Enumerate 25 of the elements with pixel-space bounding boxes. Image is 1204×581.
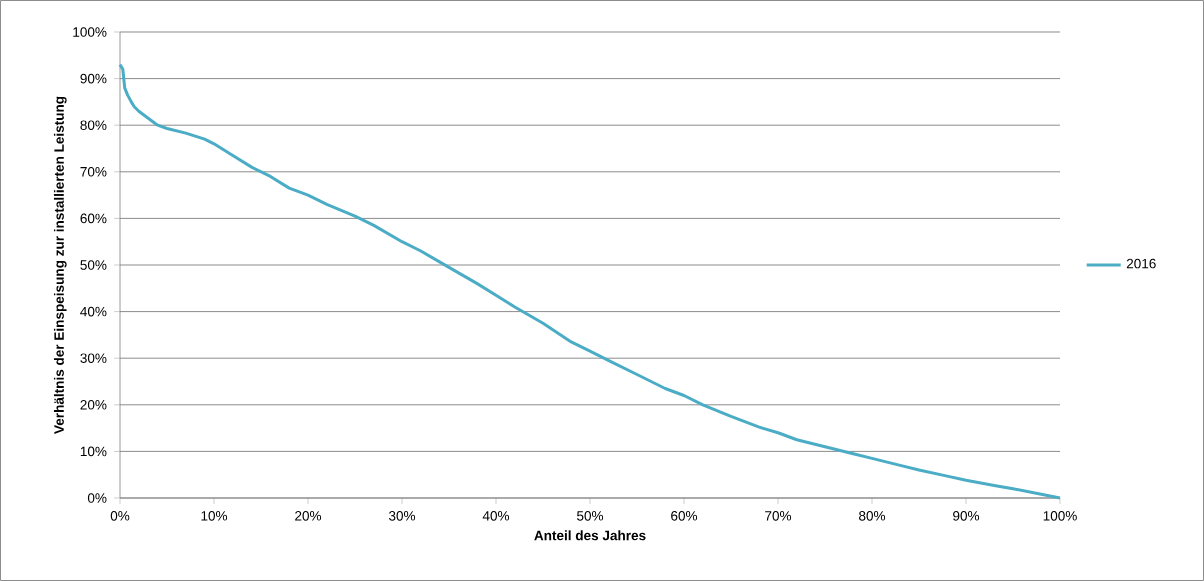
y-tick-label: 20% (80, 400, 107, 410)
y-tick-label: 30% (80, 353, 107, 363)
x-tick-label: 70% (765, 511, 792, 521)
legend-label: 2016 (1126, 258, 1156, 269)
y-tick-label: 70% (80, 166, 107, 177)
y-tick-label: 90% (80, 73, 107, 84)
y-tick-label: 100% (73, 27, 107, 37)
x-tick-label: 80% (859, 511, 886, 521)
y-tick-label: 80% (80, 120, 107, 130)
y-tick-label: 60% (80, 213, 107, 224)
x-tick-label: 90% (953, 511, 980, 521)
y-tick-label: 50% (80, 260, 107, 270)
x-tick-label: 60% (671, 511, 698, 521)
y-tick-label: 0% (87, 493, 107, 503)
x-tick-label: 0% (110, 511, 130, 521)
y-tick-label: 40% (80, 306, 107, 317)
x-tick-label: 20% (295, 511, 322, 521)
x-tick-label: 10% (201, 511, 228, 521)
x-tick-label: 100% (1043, 511, 1077, 521)
x-tick-label: 30% (388, 511, 416, 521)
x-tick-label: 50% (576, 511, 604, 521)
y-axis-title: Verhältnis der Einspeisung zur installierten Leistung (53, 96, 67, 434)
y-tick-label: 10% (80, 446, 107, 457)
x-tick-label: 40% (482, 511, 510, 521)
x-axis-title: Anteil des Jahres (534, 530, 646, 541)
